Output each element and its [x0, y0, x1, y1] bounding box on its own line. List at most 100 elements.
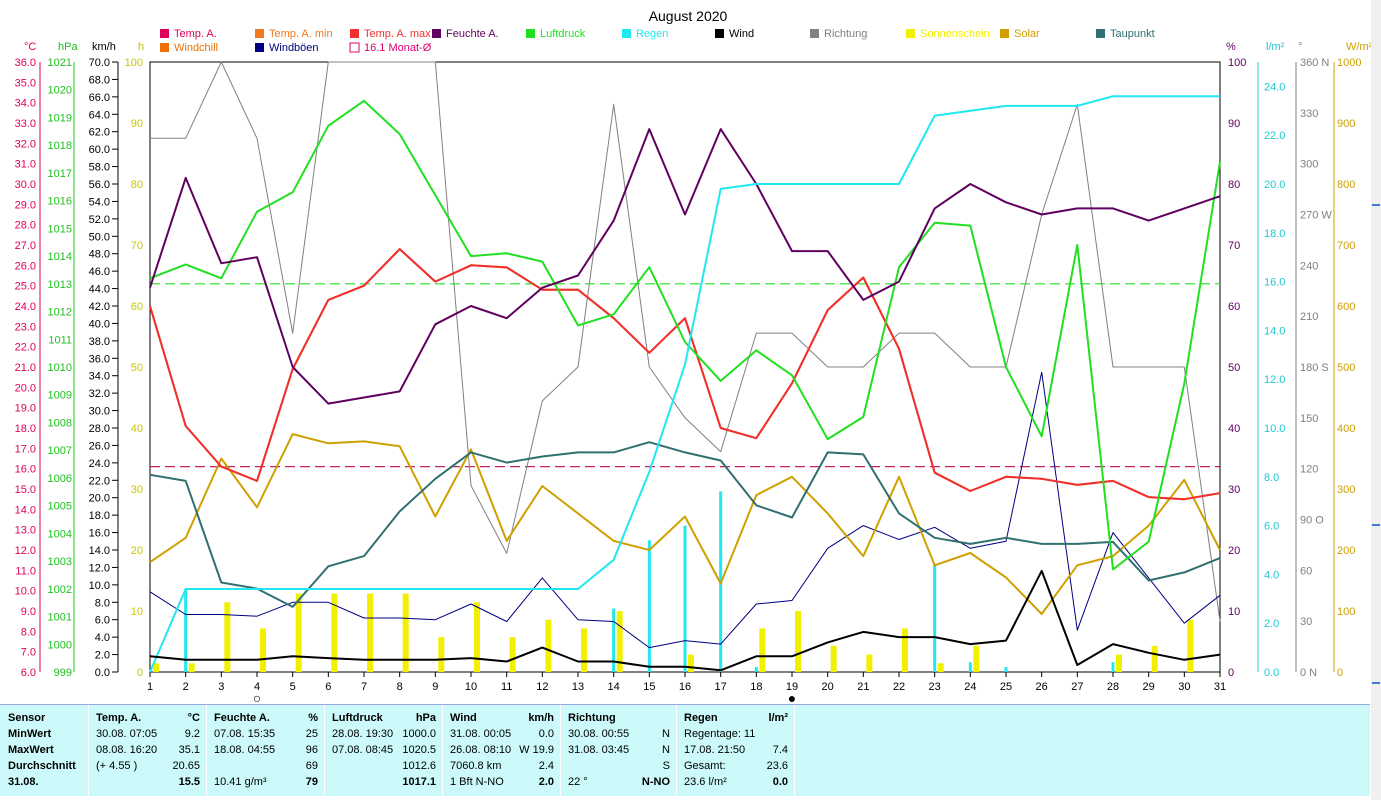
summary-cell-value: 1020.5 — [402, 744, 436, 756]
axis-tick-label: 50 — [1228, 362, 1240, 374]
axis-tick-label: 27.0 — [15, 240, 36, 252]
scrollbar-marker — [1372, 524, 1380, 526]
legend-label: Windchill — [174, 42, 218, 54]
rain-bar — [612, 608, 616, 672]
axis-unit-label: ° — [1298, 41, 1302, 53]
x-tick-label: 16 — [679, 681, 691, 693]
axis-tick-label: 60.0 — [89, 144, 110, 156]
axis-tick-label: 48.0 — [89, 249, 110, 261]
axis-tick-label: 1017 — [48, 168, 72, 180]
axis-tick-label: 700 — [1337, 240, 1355, 252]
summary-cell-label: 7060.8 km — [450, 760, 502, 772]
summary-header-unit: % — [308, 712, 318, 724]
axis-tick-label: 10.0 — [1264, 423, 1285, 435]
vertical-scrollbar[interactable] — [1371, 0, 1381, 800]
sunshine-bar — [830, 645, 837, 672]
legend-swatch — [160, 43, 169, 52]
axis-tick-label: 40 — [1228, 423, 1240, 435]
summary-row: Regentage: 11 — [676, 726, 794, 742]
x-tick-label: 22 — [893, 681, 905, 693]
legend-label: Temp. A. — [174, 28, 217, 40]
summary-header: Temp. A. °C — [88, 710, 206, 726]
summary-cell-value: 2.0 — [538, 776, 554, 788]
axis-tick-label: 10 — [131, 606, 143, 618]
axis-tick-label: 6.0 — [95, 615, 110, 627]
axis-tick-label: 1015 — [48, 223, 72, 235]
sunshine-bar — [260, 628, 266, 672]
legend-swatch — [255, 29, 264, 38]
axis-tick-label: 16.0 — [89, 528, 110, 540]
axis-tick-label: 38.0 — [89, 336, 110, 348]
legend-swatch — [1000, 29, 1009, 38]
axis-tick-label: 18.0 — [15, 423, 36, 435]
summary-header: Sensor — [0, 710, 88, 726]
axis-tick-label: 1004 — [48, 528, 72, 540]
axis-tick-label: 500 — [1337, 362, 1355, 374]
chart-title: August 2020 — [649, 8, 728, 24]
x-tick-label: 23 — [929, 681, 941, 693]
legend-swatch — [255, 43, 264, 52]
axis-tick-label: 34.0 — [15, 98, 36, 110]
axis-tick-label: 1018 — [48, 140, 72, 152]
summary-header: Wind km/h — [442, 710, 560, 726]
summary-row: (+ 4.55 ) 20.65 — [88, 758, 206, 774]
sunshine-bar — [474, 602, 480, 672]
summary-cell-label: Regentage: 11 — [684, 728, 756, 740]
axis-tick-label: 32.0 — [15, 138, 36, 150]
summary-cell-value: 7.4 — [772, 744, 788, 756]
axis-tick-label: 54.0 — [89, 196, 110, 208]
summary-row: MinWert — [0, 726, 88, 742]
x-tick-label: 7 — [361, 681, 367, 693]
axis-unit-label: % — [1226, 41, 1236, 53]
axis-tick-label: 100 — [1228, 57, 1246, 69]
legend-label: Feuchte A. — [446, 28, 499, 40]
summary-cell-value: 20.65 — [172, 760, 200, 772]
axis-tick-label: 64.0 — [89, 109, 110, 121]
summary-header-label: Richtung — [568, 712, 616, 724]
axis-tick-label: 13.0 — [15, 525, 36, 537]
axis-tick-label: 90 O — [1300, 515, 1324, 527]
summary-cell-label: 23.6 l/m² — [684, 776, 727, 788]
axis-tick-label: 100 — [1337, 606, 1355, 618]
axis-tick-label: 330 — [1300, 108, 1318, 120]
x-tick-label: 12 — [536, 681, 548, 693]
axis-tick-label: 2.0 — [95, 650, 110, 662]
summary-cell-value: 9.2 — [184, 728, 200, 740]
x-tick-label: 26 — [1036, 681, 1048, 693]
legend-swatch — [432, 29, 441, 38]
sunshine-bar — [1116, 654, 1122, 672]
summary-cell-label: (+ 4.55 ) — [96, 760, 138, 772]
sunshine-bar — [438, 637, 445, 672]
axis-unit-label: °C — [24, 41, 36, 53]
axis-tick-label: 35.0 — [15, 77, 36, 89]
axis-tick-label: 10.0 — [15, 586, 36, 598]
summary-row-label: Durchschnitt — [8, 760, 76, 772]
x-tick-label: 4 — [254, 681, 260, 693]
summary-cell-value: N — [662, 728, 670, 740]
temp-min-line — [149, 248, 1221, 501]
axis-tick-label: 18.0 — [89, 510, 110, 522]
axis-tick-label: 23.0 — [15, 321, 36, 333]
axis-tick-label: 31.0 — [15, 159, 36, 171]
axis-unit-label: l/m² — [1266, 41, 1285, 53]
axis-tick-label: 80 — [1228, 179, 1240, 191]
axis-tick-label: 22.0 — [1264, 130, 1285, 142]
summary-column: Luftdruck hPa 28.08. 19:30 1000.0 07.08. 08:… — [324, 705, 443, 796]
summary-cell-value: 35.1 — [178, 744, 200, 756]
summary-column: Wind km/h 31.08. 00:05 0.0 26.08. 08:10 W 19.… — [442, 705, 561, 796]
axis-tick-label: 1000 — [48, 639, 72, 651]
axis-tick-label: 8.0 — [1264, 472, 1279, 484]
axis-tick-label: 9.0 — [21, 606, 36, 618]
legend-label: Windböen — [269, 42, 319, 54]
axis-unit-label: hPa — [58, 41, 78, 53]
axis-tick-label: 58.0 — [89, 162, 110, 174]
axis-tick-label: 10 — [1228, 606, 1240, 618]
summary-cell-value: 69 — [305, 760, 318, 772]
summary-row: 31.08. — [0, 774, 88, 790]
axis-tick-label: 36.0 — [89, 353, 110, 365]
legend-label: Luftdruck — [540, 28, 586, 40]
axis-tick-label: 20.0 — [1264, 179, 1285, 191]
rain-bar — [933, 564, 937, 672]
summary-row-label: MinWert — [8, 728, 52, 740]
rain-bar — [647, 540, 651, 672]
